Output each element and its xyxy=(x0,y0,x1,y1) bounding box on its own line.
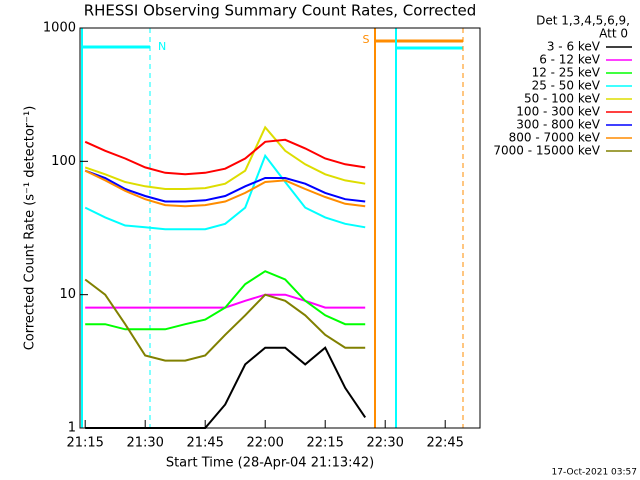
y-tick-label: 1000 xyxy=(43,21,76,36)
series-line xyxy=(84,169,366,203)
x-tick-label: 22:15 xyxy=(306,436,343,451)
x-tick-label: 21:30 xyxy=(126,436,163,451)
x-tick-label: 21:15 xyxy=(66,436,103,451)
legend-label: 800 - 7000 keV xyxy=(509,131,601,145)
series-line xyxy=(84,125,366,190)
series-line xyxy=(85,270,366,331)
legend-label: 6 - 12 keV xyxy=(539,53,601,67)
x-tick-label: 22:30 xyxy=(366,436,403,451)
series-line xyxy=(84,153,366,231)
legend-label: 3 - 6 keV xyxy=(547,40,601,54)
y-axis-label: Corrected Count Rate (s⁻¹ detector⁻¹) xyxy=(23,106,38,351)
legend-label: 12 - 25 keV xyxy=(532,66,601,80)
x-tick-label: 21:45 xyxy=(186,436,223,451)
series-line xyxy=(84,278,366,362)
x-tick-label: 22:00 xyxy=(246,436,283,451)
y-tick-label: 10 xyxy=(59,287,76,302)
legend-title: Att 0 xyxy=(599,27,628,41)
y-tick-label: 1 xyxy=(68,421,76,436)
footer: 17-Oct-2021 03:57 xyxy=(552,468,637,478)
legend-label: 25 - 50 keV xyxy=(532,79,601,93)
flag-label: S xyxy=(363,33,370,46)
series-line xyxy=(84,138,366,176)
plot-frame xyxy=(79,27,481,429)
x-axis-label: Start Time (28-Apr-04 21:13:42) xyxy=(166,456,374,471)
legend-label: 7000 - 15000 keV xyxy=(493,144,600,158)
series-line xyxy=(84,169,366,208)
series-line xyxy=(85,293,366,309)
legend-title: Det 1,3,4,5,6,9, xyxy=(536,14,630,28)
flag-label: N xyxy=(158,40,166,53)
y-tick-label: 100 xyxy=(51,154,76,169)
chart-title: RHESSI Observing Summary Count Rates, Co… xyxy=(84,2,477,20)
legend-label: 100 - 300 keV xyxy=(516,105,600,119)
legend-label: 300 - 800 keV xyxy=(516,118,600,132)
legend-label: 50 - 100 keV xyxy=(524,92,601,106)
series-line xyxy=(85,346,367,429)
x-tick-label: 22:45 xyxy=(426,436,463,451)
